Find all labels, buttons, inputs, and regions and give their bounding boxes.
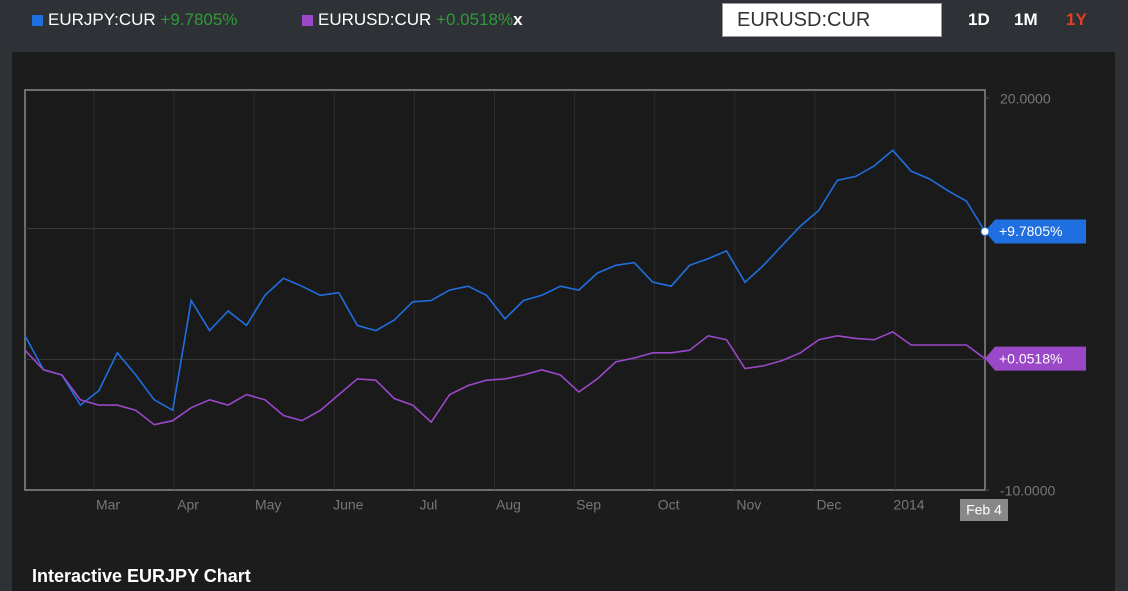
legend-swatch (32, 15, 43, 26)
x-tick-label: Dec (816, 497, 841, 513)
x-tick-label: Aug (496, 497, 521, 513)
legend-name: EURUSD:CUR (318, 10, 432, 29)
end-date-label: Feb 4 (966, 502, 1002, 518)
end-date-tag: Feb 4 (960, 499, 1008, 521)
x-tick-label: Apr (177, 497, 199, 513)
y-tick-label: 20.0000 (1000, 91, 1051, 107)
legend-change: +9.7805% (160, 10, 238, 29)
end-value-box (985, 219, 1086, 244)
x-tick-label: May (255, 497, 281, 513)
x-tick-label: 2014 (893, 497, 924, 513)
remove-button[interactable]: x (513, 10, 523, 29)
end-point (980, 227, 990, 237)
legend-change: +0.0518% (436, 10, 514, 29)
x-tick-label: Oct (658, 497, 680, 513)
end-value-label: +0.0518% (999, 350, 1062, 366)
x-tick-label: Mar (96, 497, 120, 513)
x-tick-label: Jul (419, 497, 437, 513)
range-button[interactable]: 1Y (1066, 10, 1087, 29)
end-value-tag: +9.7805% (985, 219, 1086, 244)
legend-entry: EURJPY:CUR +9.7805% (48, 10, 237, 30)
x-tick-label: June (333, 497, 364, 513)
end-value-tag: +0.0518% (985, 346, 1086, 371)
header: EURJPY:CUR +9.7805% EURUSD:CUR +0.0518%x E… (0, 0, 1128, 52)
legend-swatch (302, 15, 313, 26)
end-value-box (985, 346, 1086, 371)
legend-name: EURJPY:CUR (48, 10, 156, 29)
search-input[interactable]: EURUSD:CUR (722, 3, 942, 37)
x-tick-label: Sep (576, 497, 601, 513)
legend-entry: EURUSD:CUR +0.0518%x (318, 10, 523, 30)
y-tick-label: -10.0000 (1000, 483, 1055, 499)
series-line (24, 149, 986, 412)
plot-area (24, 89, 986, 491)
end-value-label: +9.7805% (999, 223, 1062, 239)
series-line (24, 330, 986, 426)
chart-title: Interactive EURJPY Chart (32, 566, 251, 586)
range-button[interactable]: 1D (968, 10, 990, 29)
end-date-box (960, 499, 1008, 521)
x-tick-label: Nov (736, 497, 761, 513)
range-button[interactable]: 1M (1014, 10, 1038, 29)
